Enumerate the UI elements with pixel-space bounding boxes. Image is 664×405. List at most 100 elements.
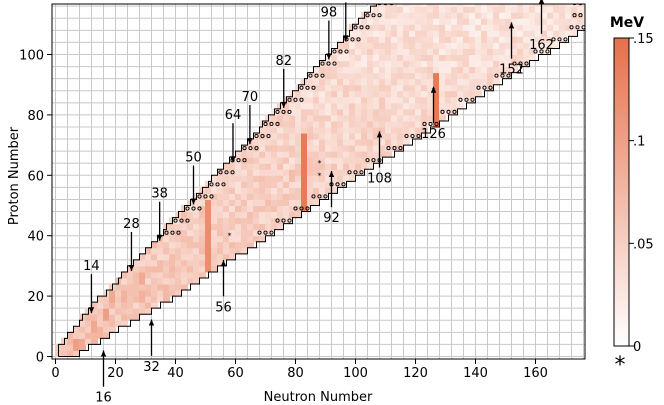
heatmap-cell xyxy=(433,114,440,122)
heatmap-cell xyxy=(205,229,212,237)
heatmap-cell xyxy=(61,343,68,351)
heatmap-cell xyxy=(337,114,344,122)
heatmap-cell xyxy=(115,289,122,297)
heatmap-cell xyxy=(151,253,158,261)
heatmap-cell xyxy=(349,35,356,43)
heatmap-cell xyxy=(373,5,380,13)
heatmap-cell xyxy=(343,126,350,134)
boundary-circle xyxy=(170,230,175,235)
heatmap-cell xyxy=(295,205,302,213)
heatmap-cell xyxy=(403,41,410,49)
heatmap-cell xyxy=(319,66,326,74)
heatmap-cell xyxy=(199,205,206,213)
heatmap-cell xyxy=(133,301,140,309)
heatmap-cell xyxy=(127,289,134,297)
heatmap-cell xyxy=(211,265,218,273)
heatmap-cell xyxy=(481,41,488,49)
heatmap-cell xyxy=(373,144,380,152)
heatmap-cell xyxy=(361,150,368,158)
heatmap-cell xyxy=(367,120,374,128)
heatmap-cell xyxy=(319,84,326,92)
heatmap-cell xyxy=(97,319,104,327)
heatmap-cell xyxy=(403,84,410,92)
boundary-circle xyxy=(242,158,247,163)
boundary-circle xyxy=(254,146,259,151)
heatmap-cell xyxy=(445,84,452,92)
heatmap-cell xyxy=(415,66,422,74)
heatmap-cell xyxy=(361,102,368,110)
heatmap-cell xyxy=(415,108,422,116)
heatmap-cell xyxy=(217,186,224,194)
heatmap-cell xyxy=(355,168,362,176)
heatmap-cell xyxy=(337,156,344,164)
heatmap-cell xyxy=(259,198,266,206)
boundary-circle xyxy=(266,134,271,139)
heatmap-cell xyxy=(235,205,242,213)
heatmap-cell xyxy=(469,66,476,74)
heatmap-cell xyxy=(277,162,284,170)
heatmap-cell xyxy=(289,162,296,170)
heatmap-cell xyxy=(343,60,350,68)
heatmap-cell xyxy=(433,84,440,92)
annotation-arrowhead xyxy=(220,260,227,267)
heatmap-cell xyxy=(199,253,206,261)
heatmap-cell xyxy=(211,247,218,255)
heatmap-cell xyxy=(385,35,392,43)
heatmap-cell xyxy=(457,90,464,98)
boundary-circle xyxy=(392,146,397,151)
heatmap-cell xyxy=(265,174,272,182)
heatmap-cell xyxy=(421,66,428,74)
heatmap-cell xyxy=(355,132,362,140)
heatmap-cell xyxy=(361,54,368,62)
heatmap-cell xyxy=(463,41,470,49)
heatmap-cell xyxy=(367,23,374,31)
heatmap-cell xyxy=(193,235,200,243)
heatmap-cell xyxy=(451,60,458,68)
heatmap-cell xyxy=(241,198,248,206)
heatmap-cell xyxy=(505,66,512,74)
heatmap-cell xyxy=(385,47,392,55)
heatmap-cell xyxy=(247,150,254,158)
heatmap-cell xyxy=(151,259,158,267)
heatmap-cell xyxy=(421,108,428,116)
heatmap-cell xyxy=(187,229,194,237)
heatmap-cell xyxy=(307,150,314,158)
heatmap-cell xyxy=(403,114,410,122)
heatmap-cell xyxy=(139,253,146,261)
heatmap-cell xyxy=(223,192,230,200)
heatmap-cell xyxy=(517,17,524,25)
heatmap-cell xyxy=(145,301,152,309)
heatmap-cell xyxy=(457,84,464,92)
heatmap-cell xyxy=(169,235,176,243)
heatmap-cell xyxy=(481,35,488,43)
heatmap-cell xyxy=(439,114,446,122)
heatmap-cell xyxy=(463,60,470,68)
annotation-arrowhead xyxy=(508,22,515,29)
heatmap-cell xyxy=(331,114,338,122)
heatmap-cell xyxy=(373,66,380,74)
heatmap-cell xyxy=(373,47,380,55)
heatmap-cell xyxy=(79,331,86,339)
heatmap-cell xyxy=(343,174,350,182)
heatmap-cell xyxy=(481,23,488,31)
heatmap-cell xyxy=(349,132,356,140)
heatmap-cell xyxy=(565,11,572,19)
heatmap-cell xyxy=(253,138,260,146)
heatmap-cell xyxy=(457,41,464,49)
heatmap-cell xyxy=(211,259,218,267)
boundary-circle xyxy=(434,121,439,126)
heatmap-cell xyxy=(349,84,356,92)
heatmap-cell xyxy=(325,186,332,194)
heatmap-cell xyxy=(427,47,434,55)
heatmap-cell xyxy=(505,29,512,37)
boundary-circle xyxy=(332,61,337,66)
heatmap-cell xyxy=(307,126,314,134)
heatmap-cell xyxy=(121,277,128,285)
heatmap-cell xyxy=(337,72,344,80)
heatmap-cell xyxy=(511,17,518,25)
heatmap-cell xyxy=(403,17,410,25)
heatmap-cell xyxy=(391,84,398,92)
heatmap-cell xyxy=(337,150,344,158)
heatmap-cell xyxy=(277,126,284,134)
